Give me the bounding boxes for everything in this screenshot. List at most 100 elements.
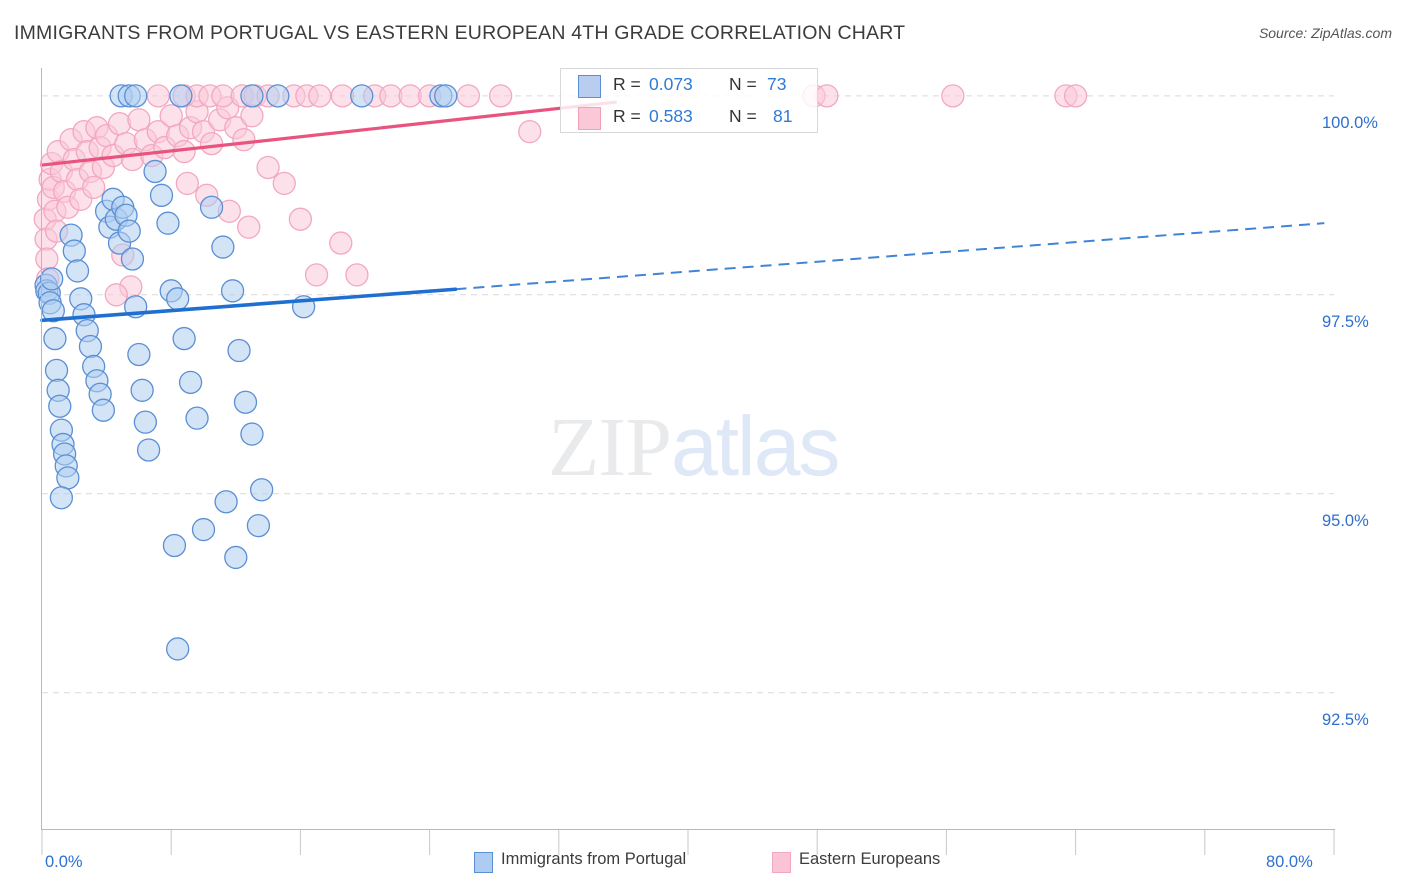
scatter-point: [240, 84, 264, 108]
correlation-stats-box: R = 0.073 N = 73 R = 0.583 N = 81: [560, 68, 818, 133]
y-tick-label: 100.0%: [1322, 113, 1378, 132]
scatter-point: [227, 338, 251, 363]
scatter-point: [65, 259, 90, 283]
scatter-point: [489, 84, 513, 108]
trendline-immigrants-portugal-dashed: [455, 222, 1325, 291]
scatter-point: [249, 478, 274, 502]
scatter-point: [211, 84, 235, 108]
scatter-point: [211, 235, 235, 259]
scatter-point: [41, 299, 65, 323]
scatter-point: [199, 131, 224, 156]
scatter-point: [169, 84, 193, 108]
scatter-point: [49, 486, 74, 510]
scatter-point: [35, 247, 59, 271]
scatter-point: [329, 231, 353, 255]
scatter-point: [456, 84, 481, 108]
scatter-point: [237, 215, 261, 239]
n-label-pink: N =: [729, 106, 757, 126]
trendline-eastern-europeans: [40, 100, 617, 167]
scatter-point: [82, 175, 106, 200]
scatter-point: [104, 283, 128, 307]
y-tick-label: 97.5%: [1322, 312, 1369, 331]
scatter-point: [304, 263, 329, 287]
scatter-point: [308, 84, 332, 108]
scatter-point: [48, 394, 72, 418]
r-value-pink: 0.583: [649, 106, 693, 126]
scatter-point: [345, 263, 369, 287]
scatter-point: [62, 239, 86, 263]
scatter-point: [350, 84, 374, 108]
scatter-point: [166, 637, 190, 661]
scatter-point: [166, 287, 190, 311]
scatter-point: [107, 112, 132, 136]
y-tick-label: 92.5%: [1322, 710, 1369, 729]
scatter-point: [941, 84, 965, 108]
scatter-point: [136, 438, 161, 462]
scatter-point: [162, 533, 187, 558]
y-tick-label: 95.0%: [1322, 511, 1369, 530]
scatter-point: [288, 207, 313, 231]
scatter-point: [214, 490, 238, 514]
legend-item-label: Immigrants from Portugal: [501, 850, 687, 868]
legend-item-label: Eastern Europeans: [799, 850, 941, 868]
scatter-point: [379, 84, 403, 108]
scatter-point: [815, 84, 839, 108]
page-title: IMMIGRANTS FROM PORTUGAL VS EASTERN EURO…: [14, 22, 906, 44]
n-value-pink: 81: [773, 106, 793, 126]
scatter-point: [240, 422, 264, 446]
scatter-point: [156, 211, 180, 235]
scatter-point: [56, 466, 80, 490]
x-axis-line: [41, 829, 1335, 830]
scatter-point: [232, 127, 256, 152]
r-value-blue: 0.073: [649, 74, 693, 94]
scatter-point: [330, 84, 355, 108]
n-label-blue: N =: [729, 74, 757, 94]
trendline-immigrants-portugal-solid: [40, 287, 458, 323]
source-attribution: Source: ZipAtlas.com: [1258, 25, 1392, 41]
scatter-point: [91, 398, 116, 422]
x-axis-ticks: [41, 829, 1335, 855]
legend-swatch-pink: [578, 107, 601, 130]
scatter-point: [246, 513, 271, 538]
scatter-point: [120, 147, 145, 172]
scatter-point: [185, 406, 209, 430]
r-label-pink: R =: [613, 106, 641, 126]
scatter-point: [224, 545, 248, 570]
y-axis-line: [41, 68, 42, 830]
scatter-point: [117, 219, 141, 243]
scatter-point: [159, 104, 183, 128]
scatter-point: [266, 84, 290, 108]
scatter-point: [1063, 84, 1088, 108]
series-legend: Immigrants from Portugal Eastern European…: [0, 850, 1406, 880]
x-tick-label: 80.0%: [1266, 853, 1313, 871]
scatter-point: [172, 326, 196, 351]
scatter-point: [40, 267, 64, 291]
x-tick-label: 0.0%: [45, 853, 83, 871]
scatter-point: [175, 171, 200, 196]
gridlines: [42, 95, 1334, 694]
scatter-point: [220, 279, 245, 303]
scatter-point: [78, 334, 103, 359]
scatter-points-eastern-europeans: [33, 84, 1088, 307]
scatter-point: [178, 370, 203, 395]
scatter-point: [256, 155, 280, 180]
r-label-blue: R =: [613, 74, 641, 94]
scatter-point: [434, 84, 458, 108]
scatter-point: [127, 108, 151, 132]
scatter-point: [272, 171, 296, 196]
scatter-point: [44, 358, 69, 383]
watermark-zip: ZIP: [548, 401, 672, 494]
scatter-point: [191, 517, 216, 542]
legend-color-swatch: [772, 852, 791, 873]
scatter-point: [130, 378, 154, 402]
scatter-point: [43, 326, 67, 351]
scatter-point: [120, 247, 145, 271]
scatter-point: [127, 342, 151, 367]
scatter-point: [518, 120, 542, 144]
legend-swatch-blue: [578, 75, 601, 98]
zipatlas-watermark: ZIPatlas: [548, 404, 840, 490]
stats-row-pink: R = 0.583 N = 81: [561, 102, 817, 134]
legend-color-swatch: [474, 852, 493, 873]
